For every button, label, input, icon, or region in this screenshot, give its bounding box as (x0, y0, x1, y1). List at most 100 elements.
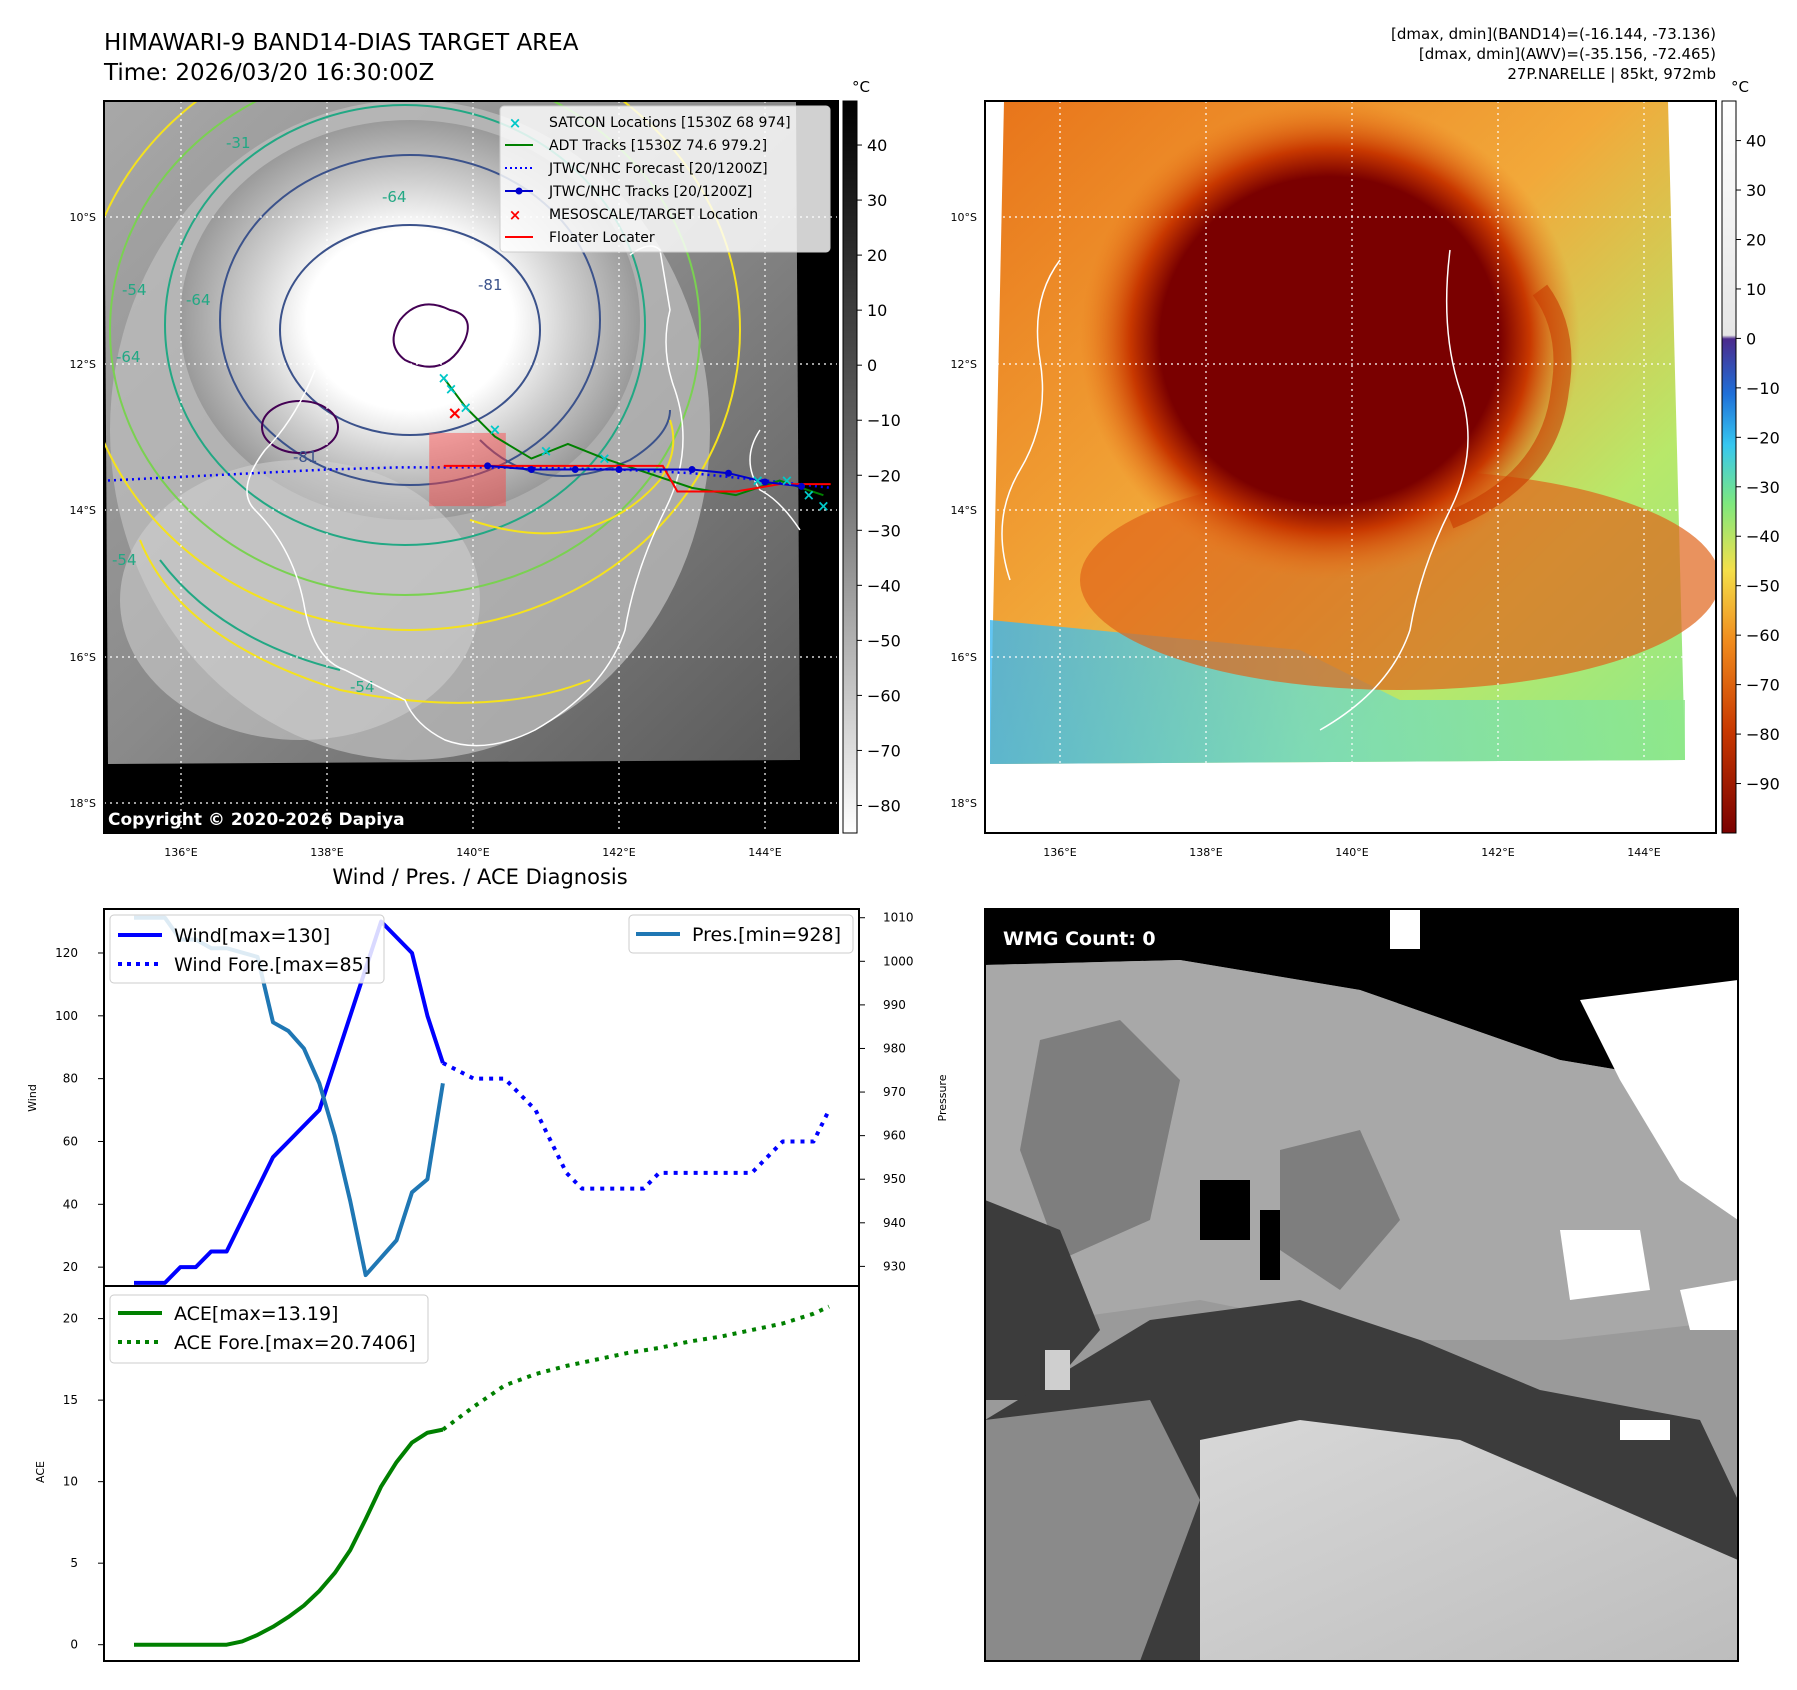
figure-title: HIMAWARI-9 BAND14-DIAS TARGET AREA (104, 30, 579, 56)
colorbar-tick-label: −40 (867, 576, 901, 595)
colorbar-tick-label: −30 (1746, 478, 1780, 497)
contour-green (109, 101, 701, 596)
storm-tracks: ××××× ×× ×××× (107, 369, 831, 515)
lat-labels: 10°S 12°S 14°S 16°S 18°S (70, 211, 96, 810)
lon-label: 138°E (1189, 846, 1222, 859)
awv-map-panel: 10°S 12°S 14°S 16°S 18°S 136°E 138°E 140… (951, 78, 1780, 859)
lat-label: 18°S (70, 797, 96, 810)
lon-label: 144°E (1627, 846, 1660, 859)
diagnosis-title: Wind / Pres. / ACE Diagnosis (332, 865, 627, 889)
wmg-block-white (1620, 1420, 1670, 1440)
pressure-tick-label: 980 (883, 1041, 906, 1055)
contour-south-band (139, 539, 591, 704)
lon-label: 142°E (602, 846, 635, 859)
satcon-marker: × (751, 472, 764, 490)
contour-south-band-inner (159, 559, 341, 671)
contour-label: -64 (116, 348, 141, 366)
satcon-marker: × (803, 486, 816, 504)
ace-series-line (134, 1427, 444, 1647)
lat-labels: 10°S 12°S 14°S 16°S 18°S (951, 211, 977, 810)
jtwc-track-point (725, 469, 732, 477)
satcon-marker: × (489, 420, 502, 438)
wmg-block-mid (985, 1400, 1200, 1661)
lat-label: 16°S (951, 651, 977, 664)
wmg-count-label: WMG Count: 0 (1003, 928, 1156, 950)
wind-forecast-series-line (441, 1061, 831, 1191)
contour-label: -64 (186, 291, 211, 309)
colorbar-tick-label: 10 (867, 301, 887, 320)
lon-label: 144°E (748, 846, 781, 859)
colorbar-ticks: 40 30 20 10 0 −10 −20 −30 −40 −50 −60 −70 −80 (857, 136, 901, 815)
jtwc-track (487, 464, 802, 488)
legend-item-label: MESOSCALE/TARGET Location (549, 207, 758, 223)
map-frame (103, 100, 839, 834)
wind-legend: Wind[max=130] Wind Fore.[max=85] (109, 914, 385, 984)
wind-tick-label: 40 (63, 1197, 78, 1211)
wmg-block-white (1580, 980, 1738, 1220)
awv-dry-region (990, 620, 1685, 764)
wmg-blocks (985, 909, 1738, 1661)
ace-chart: 0 5 10 15 20 ACE ACE[max=13.19] ACE Fore.[ma… (34, 1285, 860, 1662)
ace-tick-label: 0 (70, 1638, 78, 1652)
wmg-block-bright (1045, 1350, 1070, 1390)
colorbar-unit: °C (852, 78, 870, 96)
contour-label: -81 (293, 448, 318, 466)
legend-box (628, 914, 854, 954)
wmg-block-black (985, 909, 1738, 1090)
contour-rainband-outer (469, 419, 675, 535)
lon-label: 140°E (1335, 846, 1368, 859)
ace-axis-label: ACE (34, 1461, 47, 1483)
lat-label: 10°S (951, 211, 977, 224)
wmg-block-white (1560, 1230, 1650, 1300)
contour-label: -54 (122, 281, 147, 299)
legend-box (109, 914, 385, 984)
lon-label: 142°E (1481, 846, 1514, 859)
legend-item-label: JTWC/NHC Tracks [20/1200Z] (548, 184, 752, 200)
colorbar-tick-label: −80 (1746, 725, 1780, 744)
lon-label: 136°E (1043, 846, 1076, 859)
contour-label: -81 (478, 276, 503, 294)
cloud-band-south (120, 460, 480, 740)
colorbar-tick-label: −20 (867, 466, 901, 485)
jtwc-track-point (527, 466, 535, 474)
wmg-frame (984, 908, 1739, 1662)
coastline (1001, 259, 1061, 581)
ir-map-panel: -31 -64 -81 -54 -64 -81 -54 -64 -54 (70, 78, 901, 859)
coastline (1319, 249, 1469, 731)
wind-series-line (134, 919, 445, 1285)
legend-item-label: SATCON Locations [1530Z 68 974] (549, 115, 791, 131)
legend-item-label: Floater Locater (549, 230, 655, 246)
ace-tick-label: 5 (70, 1556, 78, 1570)
lon-label: 140°E (456, 846, 489, 859)
pressure-axis-label: Pressure (936, 1074, 949, 1121)
pressure-tick-label: 1000 (883, 954, 914, 968)
colorbar-tick-label: 0 (1746, 329, 1756, 348)
contour-blue (219, 154, 601, 486)
pressure-legend: Pres.[min=928] (628, 914, 854, 954)
figure-time: Time: 2026/03/20 16:30:00Z (103, 60, 434, 86)
legend-ace-label: ACE[max=13.19] (174, 1303, 338, 1325)
colorbar-color (1721, 100, 1737, 834)
colorbar-tick-label: −60 (867, 686, 901, 705)
contour-rainband (479, 409, 671, 477)
adt-track (442, 377, 824, 497)
lat-label: 14°S (951, 504, 977, 517)
colorbar-tick-label: −60 (1746, 626, 1780, 645)
lat-label: 12°S (951, 358, 977, 371)
wind-tick-label: 80 (63, 1072, 78, 1086)
lon-label: 138°E (310, 846, 343, 859)
satcon-marker: × (438, 369, 451, 387)
temperature-contours (104, 101, 741, 704)
contour-label: -54 (112, 551, 137, 569)
lat-label: 18°S (951, 797, 977, 810)
wind-tick-label: 60 (63, 1134, 78, 1148)
colorbar-tick-label: 10 (1746, 280, 1766, 299)
colorbar-tick-label: −10 (1746, 379, 1780, 398)
wmg-block-black (1200, 1180, 1250, 1240)
colorbar-tick-label: −30 (867, 521, 901, 540)
colorbar-tick-label: −70 (867, 741, 901, 760)
satcon-marker: × (540, 442, 553, 460)
contour-yellow (104, 101, 741, 631)
colorbar-unit: °C (1731, 78, 1749, 96)
